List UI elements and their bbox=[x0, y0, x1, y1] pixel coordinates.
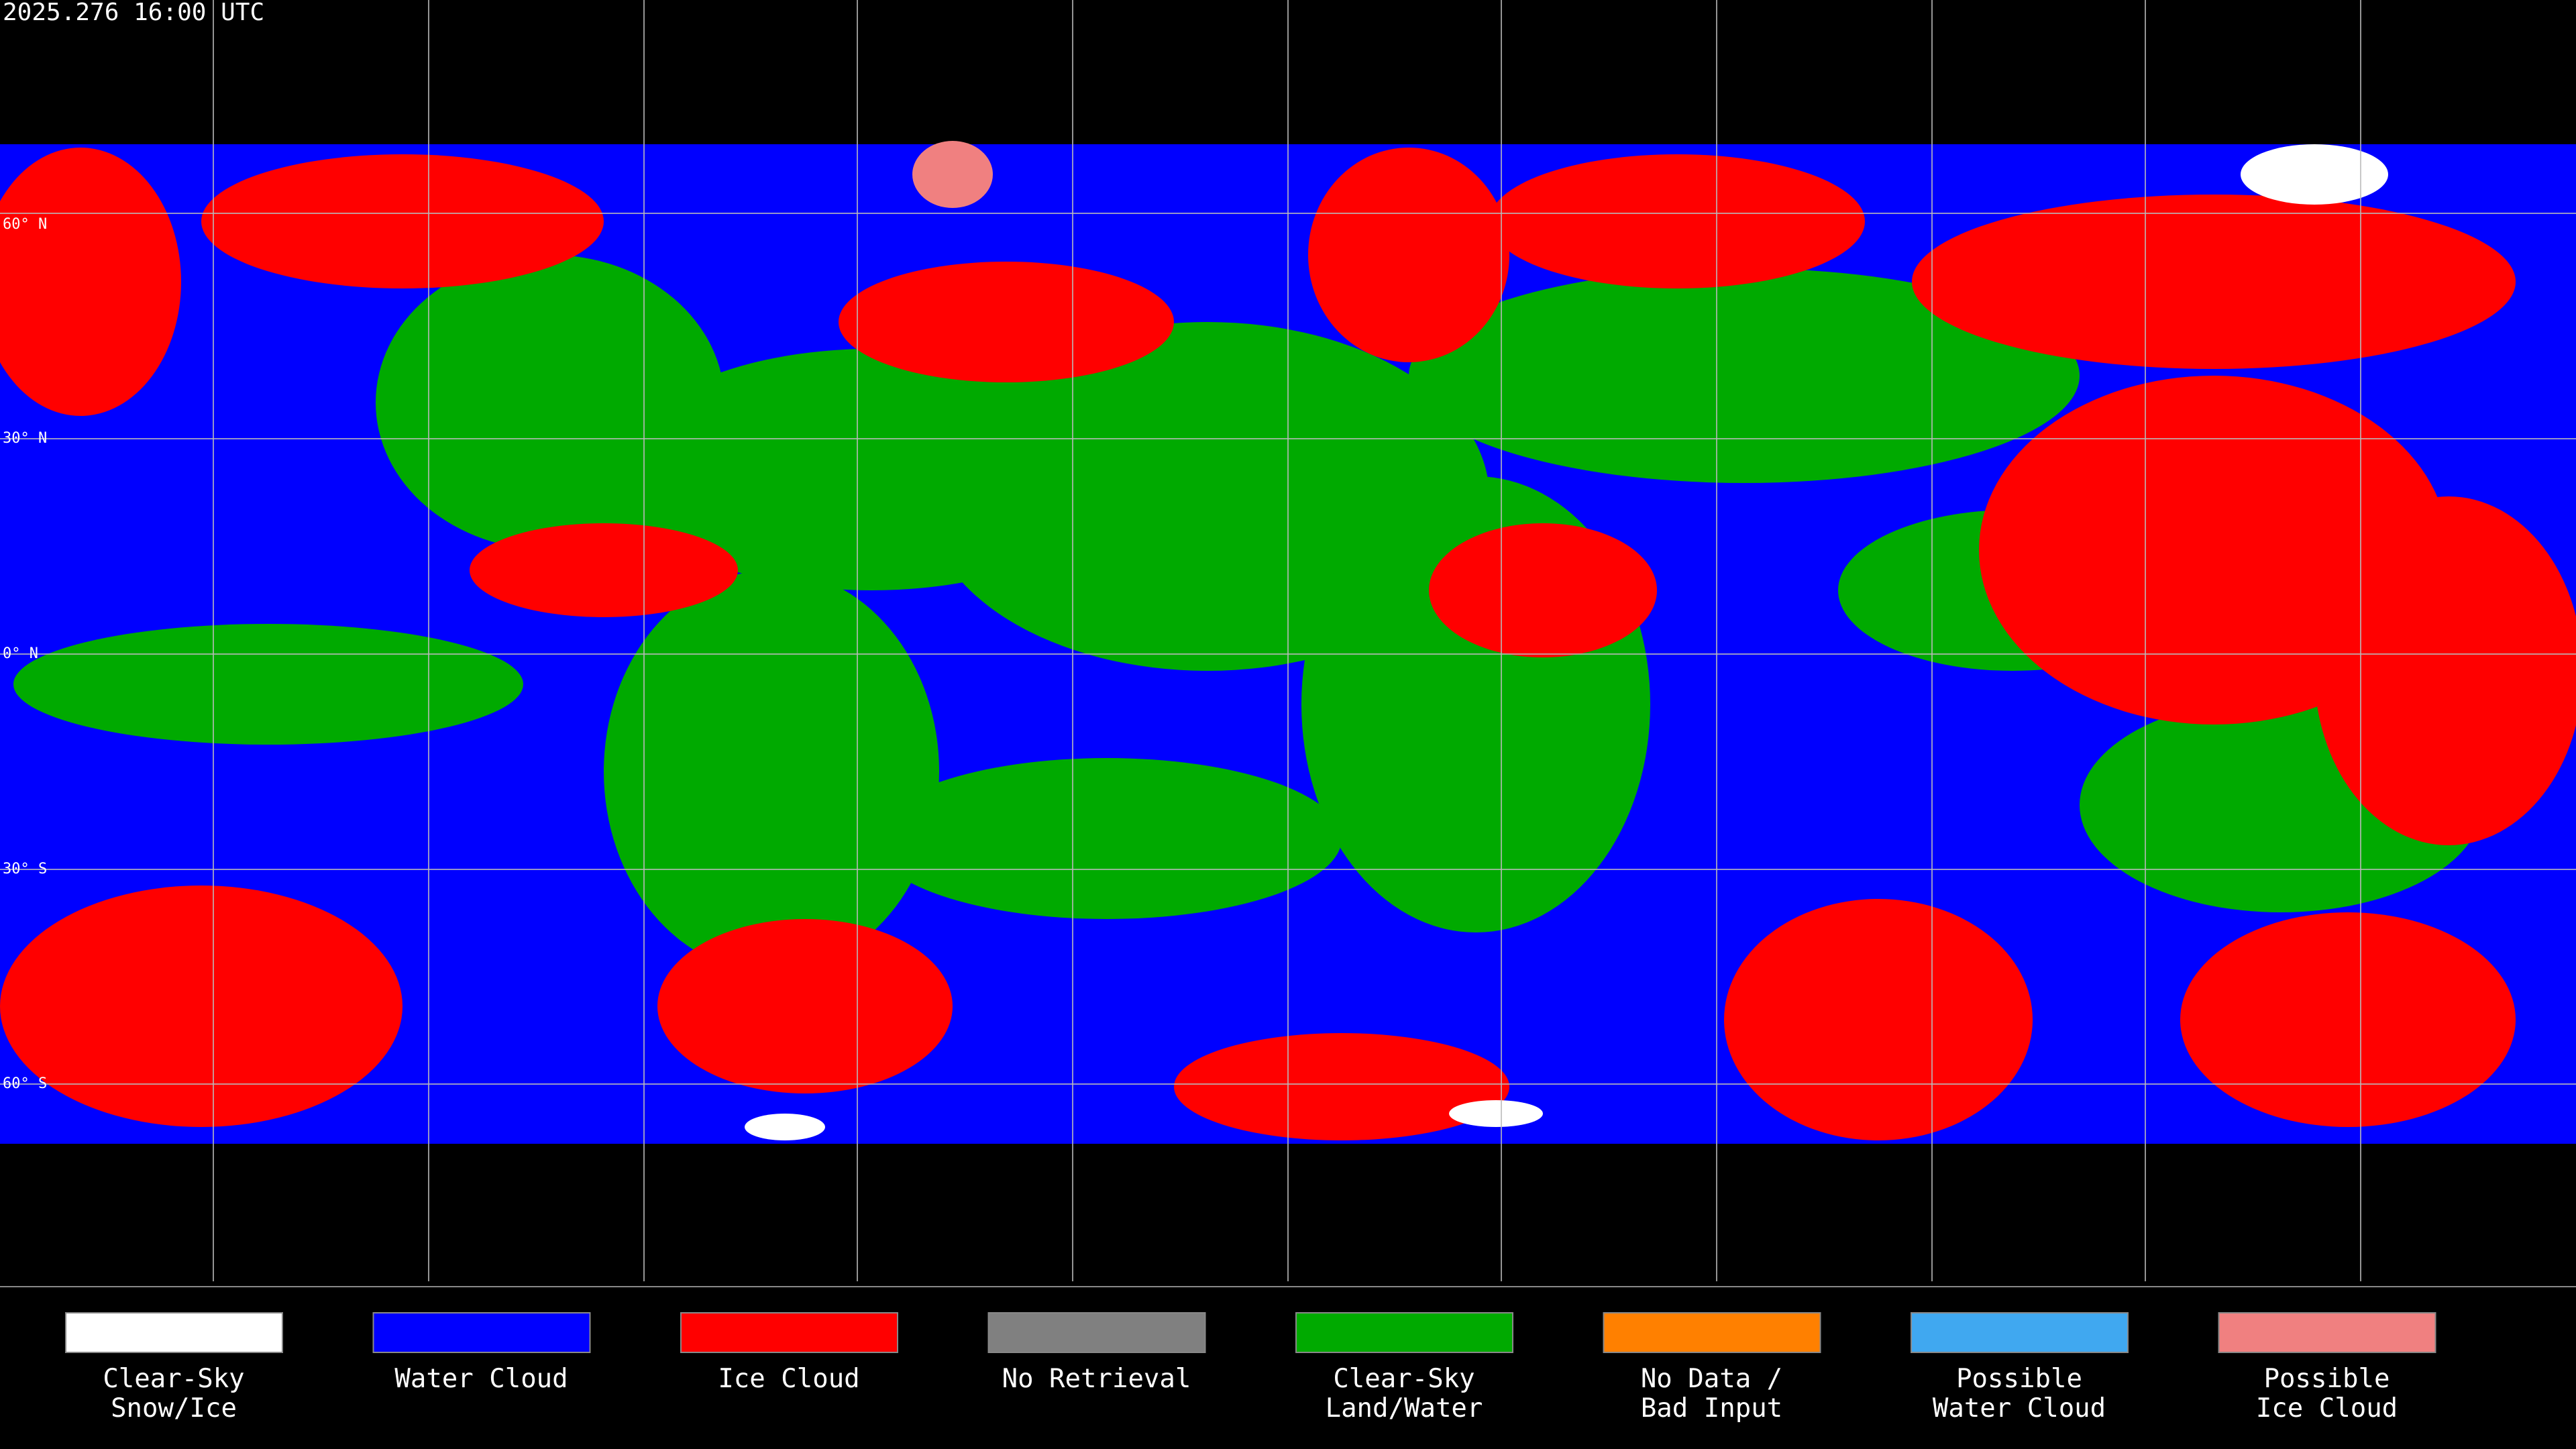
clear-sky-areas bbox=[13, 255, 2482, 973]
legend-swatch bbox=[1295, 1312, 1513, 1353]
latitude-label: 30° N bbox=[3, 430, 47, 447]
legend-swatch bbox=[372, 1312, 591, 1353]
legend-label: Snow/Ice bbox=[111, 1393, 237, 1424]
legend-label: Clear-Sky bbox=[103, 1364, 244, 1394]
legend-label: No Data / bbox=[1641, 1364, 1782, 1394]
legend-swatch bbox=[1911, 1312, 2129, 1353]
latitude-label: 60° N bbox=[3, 216, 47, 233]
latitude-labels: 60° N 30° N 0° N 30° S 60° S bbox=[3, 216, 47, 1092]
graticule bbox=[0, 0, 2576, 1281]
legend-swatch bbox=[1603, 1312, 1821, 1353]
timestamp: 2025.276 16:00 UTC bbox=[3, 0, 264, 26]
legend-label: Water Cloud bbox=[394, 1364, 568, 1394]
legend-label: Possible bbox=[1956, 1364, 2082, 1394]
latitude-label: 30° S bbox=[3, 861, 47, 877]
legend-label: Possible bbox=[2264, 1364, 2390, 1394]
legend-label: Ice Cloud bbox=[2256, 1393, 2398, 1424]
legend-label: Land/Water bbox=[1326, 1393, 1483, 1424]
legend-swatch bbox=[65, 1312, 283, 1353]
legend-swatch bbox=[680, 1312, 898, 1353]
latitude-label: 60° S bbox=[3, 1075, 47, 1092]
legend-label: No Retrieval bbox=[1002, 1364, 1191, 1394]
snow-ice-areas bbox=[745, 144, 2388, 1140]
legend-label: Water Cloud bbox=[1933, 1393, 2106, 1424]
possible-ice-area bbox=[912, 141, 993, 208]
legend-swatch bbox=[2218, 1312, 2436, 1353]
legend-label: Bad Input bbox=[1641, 1393, 1782, 1424]
latitude-label: 0° N bbox=[3, 645, 38, 662]
legend-swatch bbox=[987, 1312, 1206, 1353]
ice-cloud-areas bbox=[0, 148, 2576, 1140]
legend-label: Clear-Sky bbox=[1333, 1364, 1474, 1394]
legend-label: Ice Cloud bbox=[718, 1364, 859, 1394]
